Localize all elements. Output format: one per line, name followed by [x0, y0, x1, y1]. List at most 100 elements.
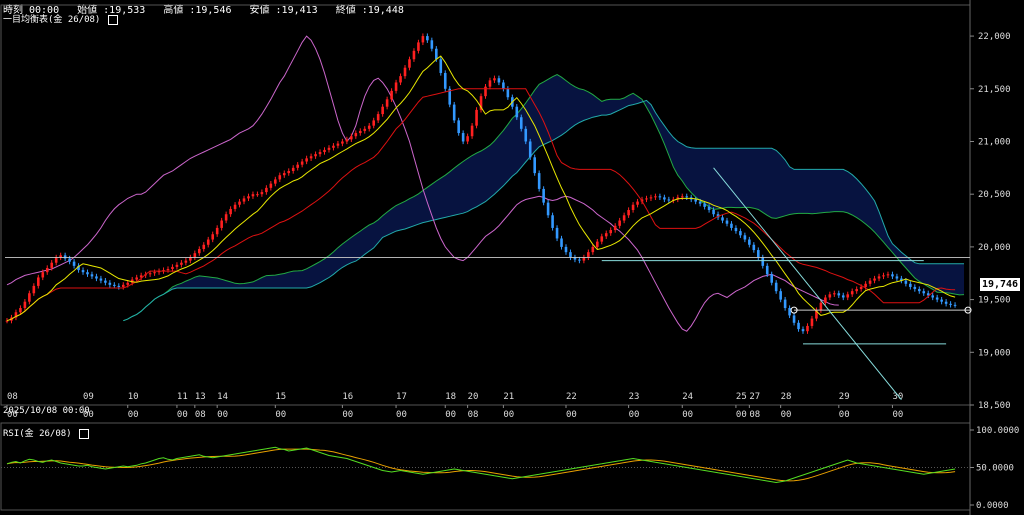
- candle-body: [461, 133, 465, 142]
- x-tick-day: 24: [682, 392, 693, 402]
- candle-body: [265, 187, 268, 193]
- candle-body: [287, 171, 291, 174]
- candle-body: [756, 250, 760, 258]
- candle-body: [631, 204, 635, 210]
- candle-body: [81, 270, 85, 273]
- candle-body: [59, 255, 62, 258]
- x-tick-day: 11: [177, 392, 188, 402]
- candle-body: [475, 109, 478, 126]
- x-tick-day: 21: [503, 392, 514, 402]
- candle-body: [868, 280, 872, 284]
- candle-body: [712, 210, 715, 215]
- candle-body: [435, 48, 438, 60]
- candle-body: [180, 262, 183, 265]
- candle-body: [72, 261, 76, 266]
- candle-body: [175, 264, 179, 267]
- candle-body: [28, 293, 31, 302]
- x-tick-hour: 08: [749, 410, 760, 420]
- candle-body: [224, 214, 228, 221]
- open-value: 19,533: [109, 5, 146, 16]
- tenkan-sen-line: [6, 55, 956, 322]
- candle-body: [609, 230, 613, 234]
- x-tick-hour: 00: [629, 410, 640, 420]
- candle-body: [345, 139, 349, 142]
- x-tick-day: 20: [468, 392, 479, 402]
- candle-body: [783, 299, 787, 309]
- x-tick-hour: 00: [566, 410, 577, 420]
- indicator-tag[interactable]: 一目均衡表(金 26/08): [3, 12, 118, 25]
- y-tick-label: 21,500: [978, 85, 1011, 95]
- candle-body: [238, 201, 241, 205]
- candle-body: [882, 275, 885, 277]
- x-tick-hour: 00: [128, 410, 139, 420]
- last-price-badge: 19,746: [980, 278, 1020, 291]
- candle-body: [166, 269, 170, 271]
- candle-body: [327, 147, 331, 150]
- y-tick-label: 18,500: [978, 401, 1011, 411]
- high-label: 高値: [163, 5, 184, 16]
- candle-body: [600, 236, 604, 242]
- candle-body: [806, 325, 809, 332]
- x-tick-hour: 00: [445, 410, 456, 420]
- candle-body: [877, 276, 881, 279]
- candle-body: [900, 278, 903, 281]
- candle-body: [819, 302, 823, 311]
- candle-body: [792, 315, 796, 323]
- candle-body: [135, 277, 138, 280]
- x-tick-hour: 00: [275, 410, 286, 420]
- candle-body: [497, 78, 501, 83]
- candle-body: [654, 196, 657, 198]
- kijun-sen-line: [6, 88, 956, 322]
- candle-body: [573, 257, 577, 260]
- candle-body: [86, 272, 89, 275]
- candle-body: [537, 173, 541, 189]
- candle-body: [591, 246, 595, 253]
- candle-body: [528, 141, 532, 158]
- candle-body: [314, 154, 317, 157]
- candle-body: [197, 249, 201, 254]
- candle-body: [363, 128, 367, 131]
- candle-body: [488, 80, 492, 87]
- candle-body: [251, 194, 255, 197]
- candle-body: [663, 197, 666, 200]
- candle-body: [171, 266, 174, 270]
- candle-body: [318, 152, 322, 155]
- candle-body: [412, 50, 416, 60]
- candle-body: [37, 277, 40, 286]
- date-cursor: 2025/10/08 00:00: [3, 406, 90, 416]
- x-tick-day: 22: [566, 392, 577, 402]
- candle-body: [215, 227, 219, 235]
- candle-body: [542, 188, 545, 203]
- x-tick-hour: 00: [736, 410, 747, 420]
- candle-body: [546, 202, 550, 216]
- rsi-tag[interactable]: RSI(金 26/08): [3, 426, 90, 439]
- candle-body: [519, 117, 523, 129]
- candle-body: [126, 282, 130, 285]
- candle-body: [309, 156, 313, 159]
- candle-body: [484, 86, 487, 97]
- candle-body: [189, 257, 192, 261]
- candle-body: [765, 265, 769, 275]
- candle-body: [926, 293, 930, 296]
- candle-body: [157, 271, 161, 273]
- x-tick-day: 23: [629, 392, 640, 402]
- x-tick-day: 30: [892, 392, 903, 402]
- x-tick-day: 25: [736, 392, 747, 402]
- candle-body: [336, 143, 340, 146]
- x-tick-hour: 00: [83, 410, 94, 420]
- candle-body: [439, 59, 443, 73]
- candle-body: [466, 136, 469, 142]
- candle-body: [104, 280, 107, 283]
- candle-body: [296, 164, 299, 168]
- candle-body: [399, 76, 402, 83]
- candle-body: [443, 72, 447, 89]
- candle-body: [636, 201, 639, 205]
- candle-body: [824, 297, 827, 303]
- close-icon[interactable]: [79, 428, 90, 439]
- close-icon[interactable]: [107, 14, 118, 25]
- candle-body: [864, 283, 867, 287]
- candle-body: [873, 278, 876, 281]
- rsi-signal-line: [6, 448, 956, 482]
- x-tick-hour: 00: [7, 410, 18, 420]
